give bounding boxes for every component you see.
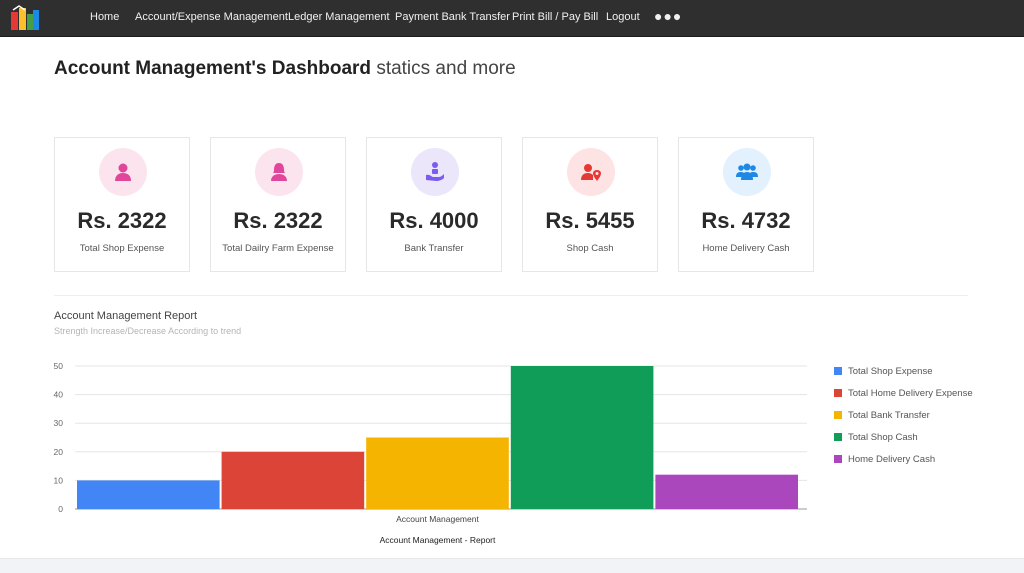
hand-coin-icon <box>426 162 444 181</box>
users-group-icon <box>736 163 758 180</box>
legend-swatch <box>834 433 842 441</box>
page-title-sub: statics and more <box>376 58 516 79</box>
stat-card-home-delivery-cash: Rs. 4732 Home Delivery Cash <box>678 137 814 272</box>
stat-value: Rs. 2322 <box>77 208 167 233</box>
bar-total-bank-transfer <box>366 437 509 509</box>
legend-swatch <box>834 367 842 375</box>
top-navbar: Home Account/Expense Management Ledger M… <box>0 0 1024 37</box>
stat-icon-circle <box>255 148 303 196</box>
legend-swatch <box>834 455 842 463</box>
stat-icon-circle <box>99 148 147 196</box>
bar-total-shop-expense <box>77 480 220 509</box>
legend-swatch <box>834 389 842 397</box>
legend-label: Total Home Delivery Expense <box>848 388 973 399</box>
y-tick-label: 10 <box>54 475 64 485</box>
nav-payment-bank-transfer[interactable]: Payment Bank Transfer <box>395 11 510 23</box>
report-title: Account Management Report <box>54 310 198 322</box>
stat-icon-circle <box>567 148 615 196</box>
stat-value: Rs. 2322 <box>233 208 323 233</box>
bar-home-delivery-cash <box>655 474 798 509</box>
stat-value: Rs. 5455 <box>545 208 635 233</box>
nav-logout[interactable]: Logout <box>606 11 640 23</box>
nav-print-bill-pay-bill[interactable]: Print Bill / Pay Bill <box>512 11 599 23</box>
section-divider <box>54 295 968 296</box>
stat-label: Home Delivery Cash <box>702 243 790 254</box>
x-category-label: Account Management <box>396 514 479 524</box>
bar-total-home-delivery-expense <box>221 451 365 509</box>
stat-icon-circle <box>411 148 459 196</box>
female-user-icon <box>271 163 287 181</box>
more-menu-icon[interactable]: ●●● <box>654 8 683 24</box>
stat-value: Rs. 4000 <box>389 208 479 233</box>
page-title: Account Management's Dashboard statics a… <box>54 58 516 80</box>
account-management-bar-chart: 0 10 20 30 40 50 Account Management Account Man… <box>54 361 807 545</box>
user-location-icon <box>581 164 601 181</box>
page-footer <box>0 558 1024 573</box>
legend-label: Total Shop Cash <box>848 432 918 443</box>
y-tick-label: 50 <box>54 361 64 371</box>
stat-label: Bank Transfer <box>404 243 464 254</box>
brand-logo-icon[interactable] <box>10 4 40 32</box>
stat-icon-circle <box>723 148 771 196</box>
stat-card-total-shop-expense: Rs. 2322 Total Shop Expense <box>54 137 190 272</box>
stat-label: Total Shop Expense <box>79 243 165 254</box>
stat-value: Rs. 4732 <box>701 208 791 233</box>
user-icon <box>115 163 131 181</box>
report-subtitle: Strength Increase/Decrease According to … <box>54 326 242 336</box>
y-tick-label: 40 <box>54 390 64 400</box>
bar-total-shop-cash <box>510 366 654 509</box>
y-tick-label: 20 <box>54 447 64 457</box>
stat-card-total-dailry-farm-expense: Rs. 2322 Total Dailry Farm Expense <box>210 137 346 272</box>
legend-label: Total Bank Transfer <box>848 410 930 421</box>
nav-home[interactable]: Home <box>90 11 120 23</box>
stat-card-bank-transfer: Rs. 4000 Bank Transfer <box>366 137 502 272</box>
nav-account-expense-management[interactable]: Account/Expense Management <box>135 11 288 23</box>
legend-label: Home Delivery Cash <box>848 454 936 465</box>
x-axis-title: Account Management - Report <box>380 535 496 545</box>
y-tick-label: 0 <box>58 504 63 514</box>
page-title-main: Account Management's Dashboard <box>54 58 372 79</box>
stat-card-shop-cash: Rs. 5455 Shop Cash <box>522 137 658 272</box>
stat-label: Total Dailry Farm Expense <box>222 243 334 254</box>
y-tick-label: 30 <box>54 418 64 428</box>
nav-ledger-management[interactable]: Ledger Management <box>288 11 390 23</box>
stat-label: Shop Cash <box>566 243 614 254</box>
legend-swatch <box>834 411 842 419</box>
legend-label: Total Shop Expense <box>848 366 933 377</box>
